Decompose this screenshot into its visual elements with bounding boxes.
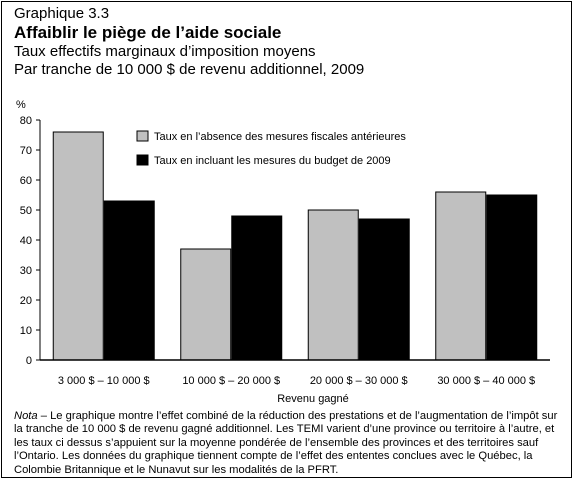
chart-subtitle-2: Par tranche de 10 000 $ de revenu additi… [14, 60, 365, 78]
bar-1-4 [435, 191, 487, 361]
y-tick-label: 80 [20, 115, 32, 127]
note-prefix: Nota [14, 410, 38, 422]
bar-1-2 [180, 248, 232, 361]
y-tick-label: 60 [20, 175, 32, 187]
y-tick-label: 0 [26, 355, 32, 367]
y-tick-label: 30 [20, 265, 32, 277]
chart-subtitle-1: Taux effectifs marginaux d’imposition mo… [14, 43, 316, 60]
chart-header: Graphique 3.3 Affaiblir le piège de l’ai… [14, 5, 364, 78]
y-tick-label: 10 [20, 325, 32, 337]
y-tick-label: 70 [20, 145, 32, 157]
note-text: – Le graphique montre l’effet combiné de… [14, 410, 558, 476]
y-tick-label: 50 [20, 205, 32, 217]
legend-label-2: Taux en incluant les mesures du budget d… [154, 155, 391, 167]
x-tick-label: 20 000 $ – 30 000 $ [310, 375, 408, 387]
bar-1-3 [307, 209, 359, 361]
x-tick-label: 3 000 $ – 10 000 $ [58, 375, 150, 387]
chart-title: Affaiblir le piège de l’aide sociale [14, 23, 282, 42]
x-tick-label: 10 000 $ – 20 000 $ [182, 375, 280, 387]
legend-label-1: Taux en l’absence des mesures fiscales a… [154, 131, 406, 143]
bar-2-2 [231, 215, 283, 361]
y-tick-label: 40 [20, 235, 32, 247]
x-tick-label: 30 000 $ – 40 000 $ [437, 375, 535, 387]
x-axis-title: Revenu gagné [277, 393, 349, 405]
bar-2-1 [103, 200, 155, 361]
legend-swatch-1 [136, 130, 149, 142]
bar-2-3 [358, 218, 410, 361]
y-axis-label: % [16, 99, 26, 111]
y-tick-label: 20 [20, 295, 32, 307]
bar-2-4 [486, 194, 538, 361]
chart-note: Nota – Le graphique montre l’effet combi… [14, 410, 566, 477]
legend-swatch-2 [136, 154, 149, 166]
bar-1-1 [52, 131, 104, 361]
bar-chart: % 0 10 20 30 40 50 60 70 80 3 000 $ – 10 000 $ 10 0… [16, 99, 550, 405]
figure-label: Graphique 3.3 [14, 5, 110, 22]
